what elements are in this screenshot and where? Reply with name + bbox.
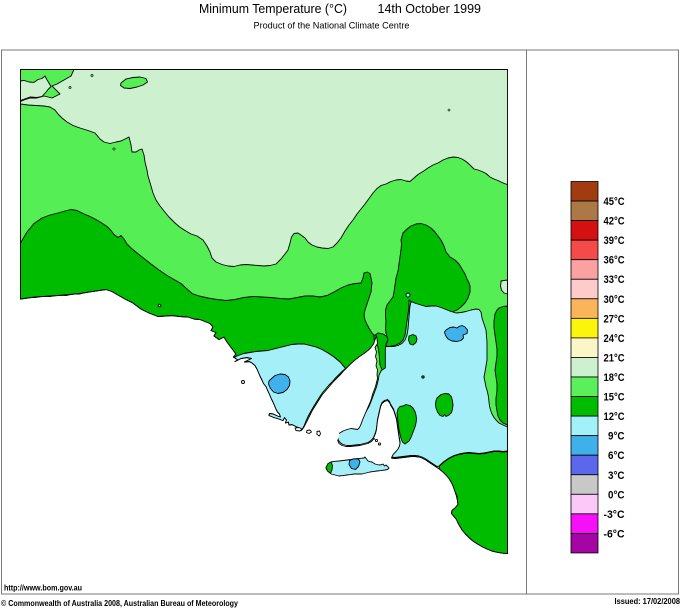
svg-text:14th October 1999: 14th October 1999 <box>378 2 482 16</box>
svg-text:42°C: 42°C <box>604 216 625 228</box>
svg-text:45°C: 45°C <box>604 196 625 208</box>
svg-text:-6°C: -6°C <box>604 528 625 540</box>
svg-text:6°C: 6°C <box>608 450 625 462</box>
svg-text:21°C: 21°C <box>604 353 625 365</box>
svg-text:27°C: 27°C <box>604 313 625 325</box>
svg-text:Minimum Temperature (°C): Minimum Temperature (°C) <box>199 2 347 16</box>
svg-text:-3°C: -3°C <box>604 509 625 521</box>
svg-text:Issued: 17/02/2008: Issued: 17/02/2008 <box>615 597 680 606</box>
svg-text:33°C: 33°C <box>604 274 625 286</box>
svg-text:30°C: 30°C <box>604 294 625 306</box>
svg-text:18°C: 18°C <box>604 372 625 384</box>
svg-text:http://www.bom.gov.au: http://www.bom.gov.au <box>4 584 82 593</box>
svg-text:Product of the National Climat: Product of the National Climate Centre <box>254 21 410 32</box>
svg-text:15°C: 15°C <box>604 392 625 404</box>
svg-text:3°C: 3°C <box>608 470 625 482</box>
svg-text:© Commonwealth of Australia 20: © Commonwealth of Australia 2008, Austra… <box>1 599 238 608</box>
svg-text:39°C: 39°C <box>604 235 625 247</box>
svg-text:0°C: 0°C <box>608 489 625 501</box>
svg-text:9°C: 9°C <box>608 431 625 443</box>
svg-text:36°C: 36°C <box>604 255 625 267</box>
svg-text:12°C: 12°C <box>604 411 625 423</box>
svg-text:24°C: 24°C <box>604 333 625 345</box>
